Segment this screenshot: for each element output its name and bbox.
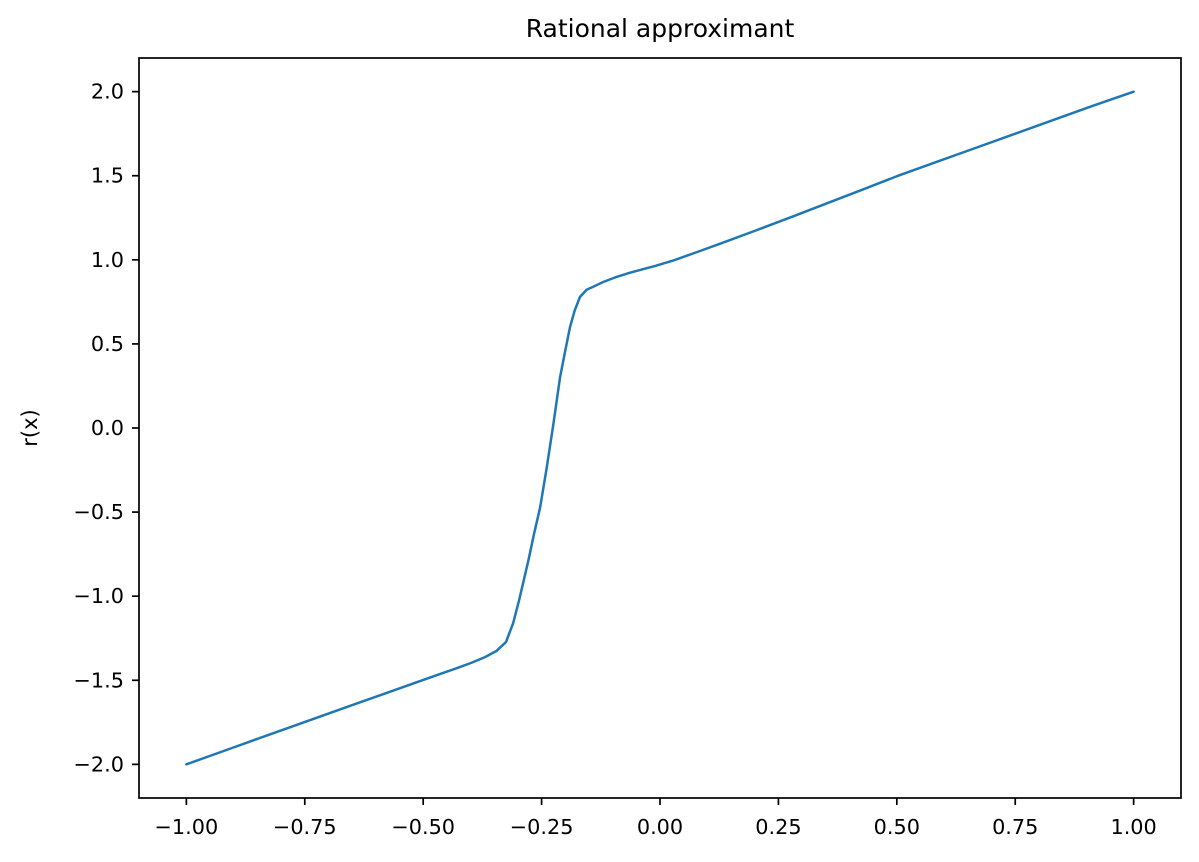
y-tick-label: 2.0 <box>91 80 124 104</box>
x-tick-label: 1.00 <box>1110 815 1156 839</box>
x-tick-label: −0.75 <box>273 815 337 839</box>
approximant-line <box>185 90 1135 766</box>
y-tick-label: −0.5 <box>74 500 125 524</box>
x-tick-label: 0.25 <box>755 815 801 839</box>
x-tick-label: 0.00 <box>637 815 683 839</box>
y-tick-label: −2.0 <box>74 752 125 776</box>
y-tick-label: −1.5 <box>74 668 125 692</box>
x-tick-label: −0.50 <box>391 815 455 839</box>
x-tick-label: 0.75 <box>992 815 1038 839</box>
y-tick-label: 0.0 <box>91 416 124 440</box>
x-tick-label: −0.25 <box>510 815 574 839</box>
y-axis-label: r(x) <box>18 409 42 447</box>
x-tick-label: −1.00 <box>154 815 218 839</box>
y-tick-label: 1.0 <box>91 248 124 272</box>
y-axis-ticks: 2.0 1.5 1.0 0.5 0.0 −0.5 −1.0 −1.5 −2.0 <box>74 80 139 776</box>
y-tick-label: 0.5 <box>91 332 124 356</box>
chart-title: Rational approximant <box>525 14 795 43</box>
x-tick-label: 0.50 <box>874 815 920 839</box>
x-axis-ticks: −1.00 −0.75 −0.50 −0.25 0.00 0.25 0.50 0.75 1.00 <box>154 798 1157 839</box>
plot-frame <box>138 57 1182 799</box>
y-tick-label: −1.0 <box>74 584 125 608</box>
y-tick-label: 1.5 <box>91 164 124 188</box>
